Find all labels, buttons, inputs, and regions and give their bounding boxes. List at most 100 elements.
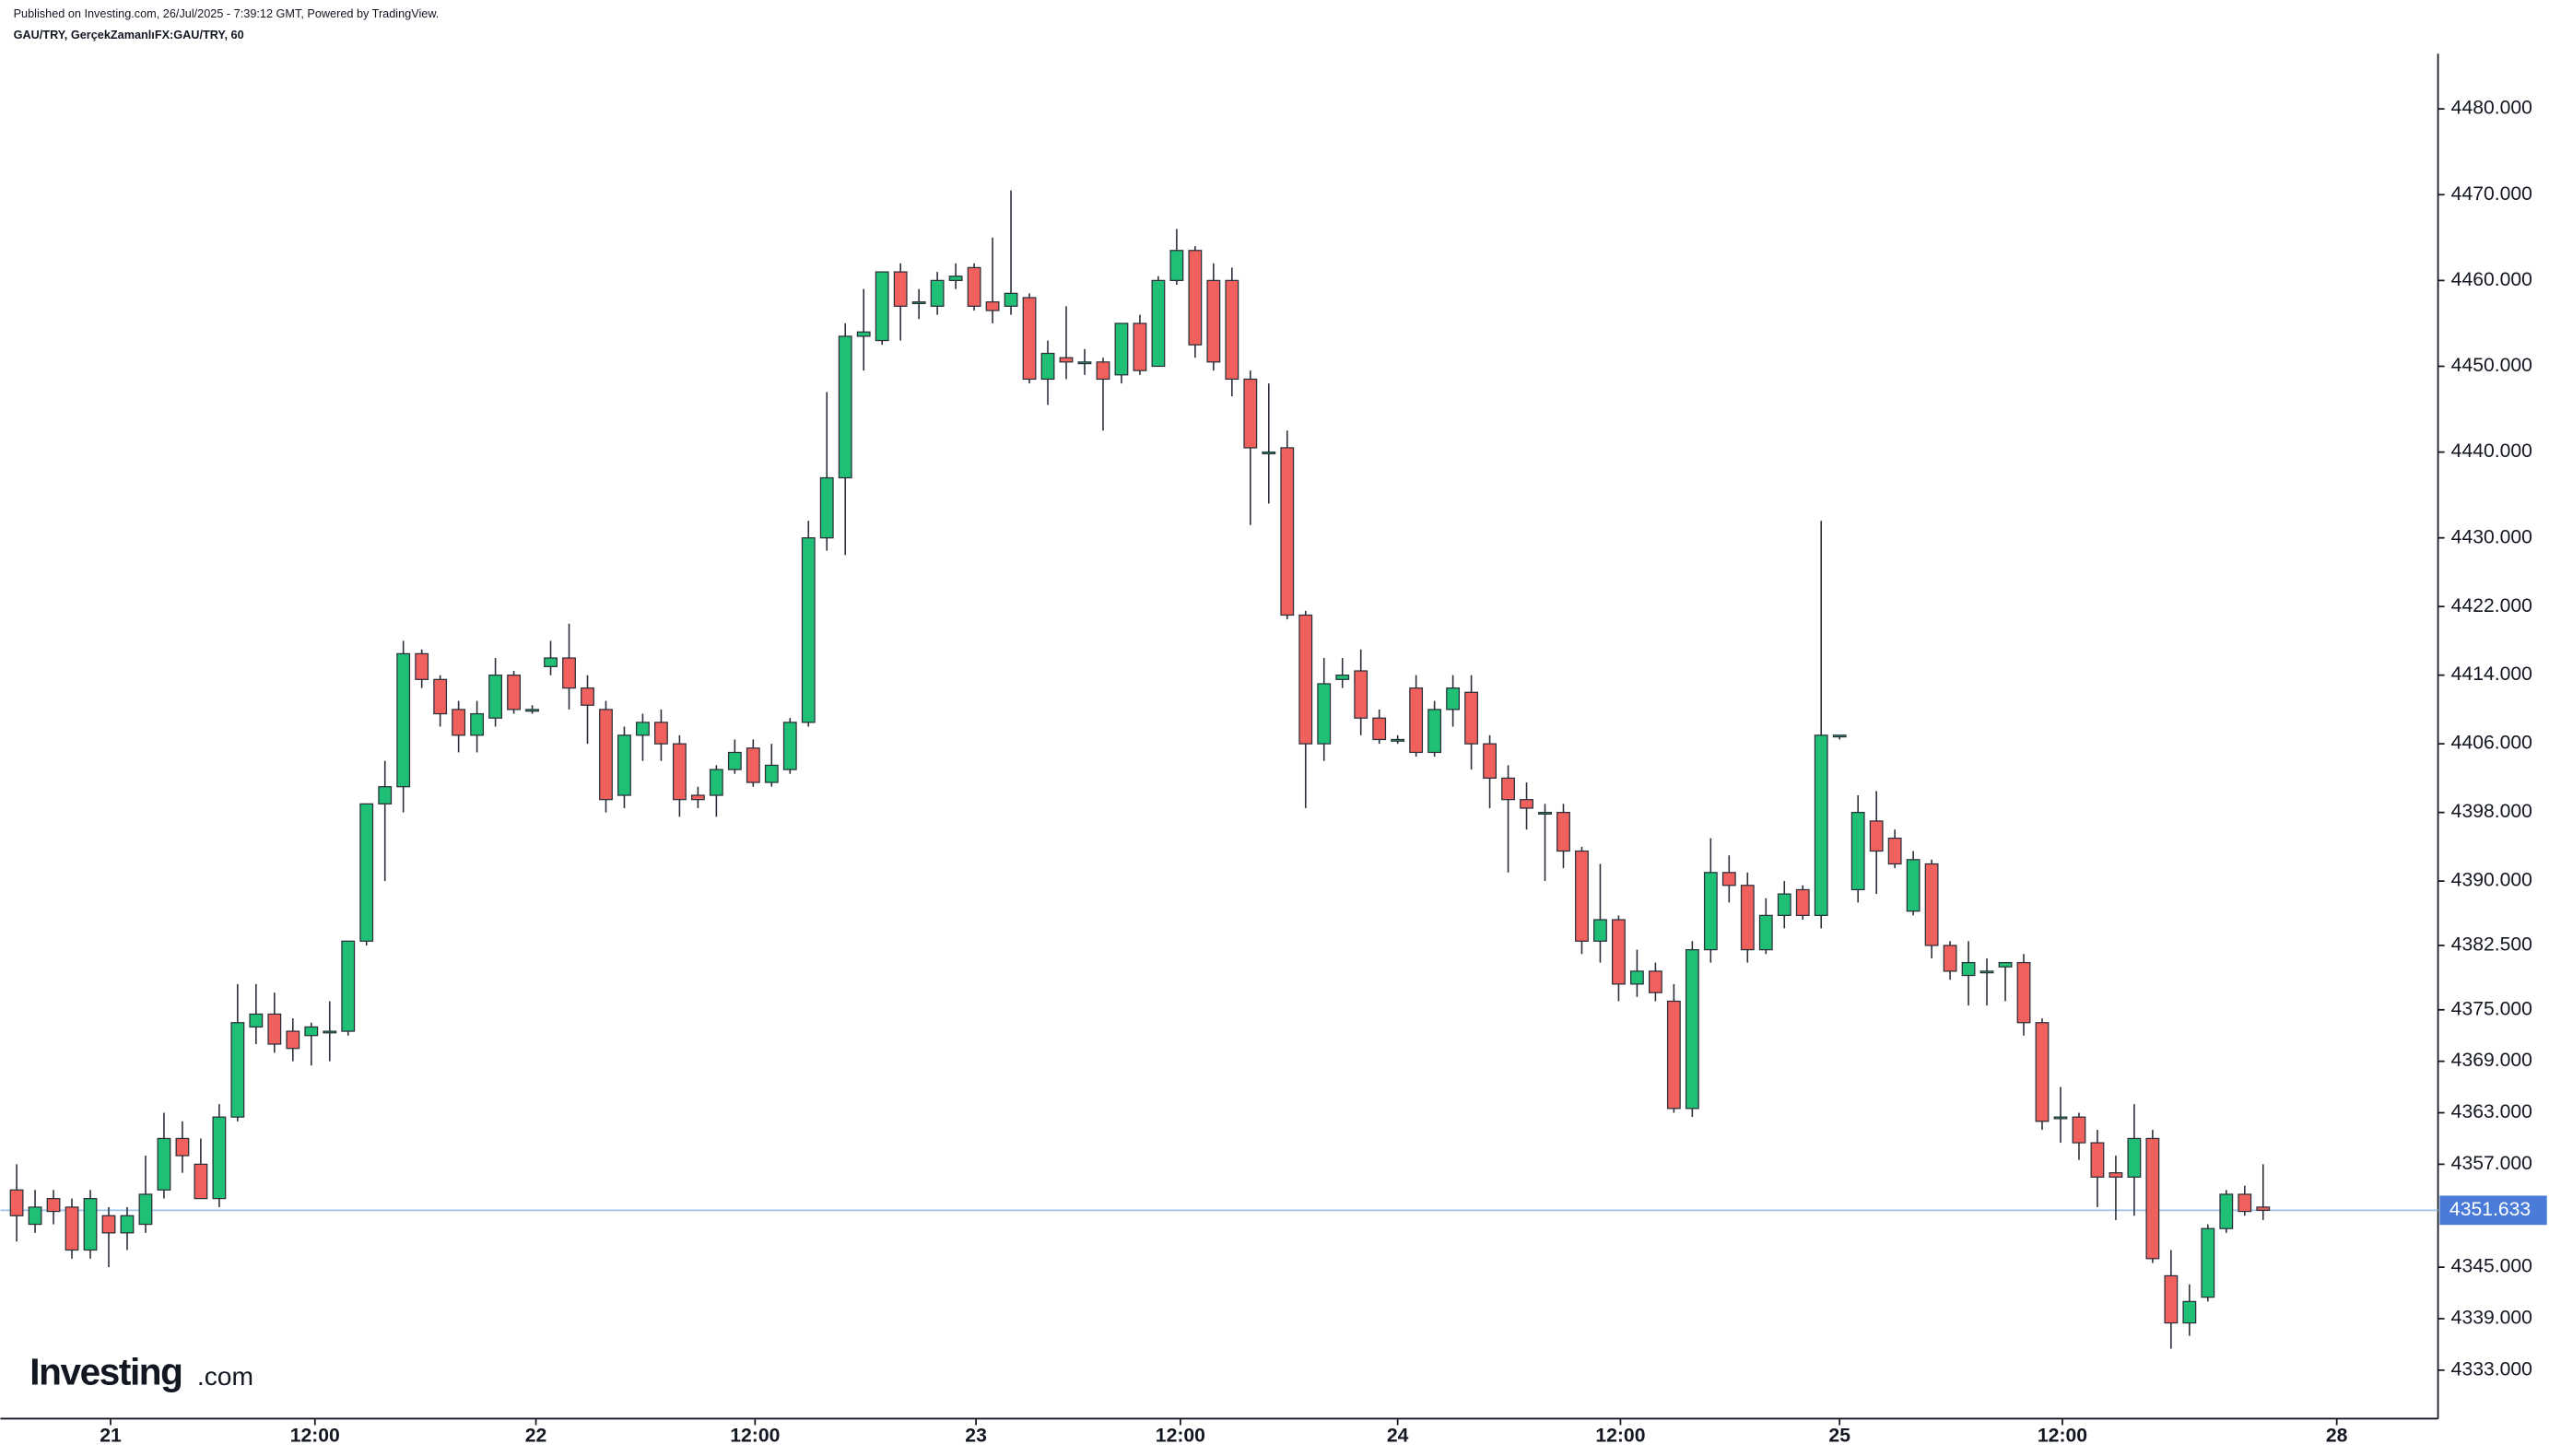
candle-body (1446, 687, 1461, 710)
candle-body (2127, 1137, 2142, 1178)
candle-body (1556, 812, 1570, 852)
candle-body (1777, 893, 1791, 916)
x-tick-label: 25 (1828, 1425, 1850, 1446)
candle-body (1262, 451, 1276, 454)
candle-body (120, 1215, 135, 1234)
candle-body (1998, 961, 2013, 968)
logo: Investing .com (29, 1351, 253, 1393)
x-tick-label: 22 (525, 1425, 547, 1446)
candle-body (911, 301, 926, 305)
y-tick-label: 4450.000 (2451, 355, 2532, 376)
y-tick-label: 4339.000 (2451, 1308, 2532, 1329)
candle-body (433, 678, 448, 715)
candle-body (2182, 1300, 2197, 1324)
candle-body (1538, 812, 1552, 816)
candle-body (1464, 691, 1478, 745)
candle-body (267, 1013, 282, 1045)
candle-body (2201, 1227, 2215, 1298)
candle-body (28, 1206, 42, 1226)
candle-body (1483, 743, 1497, 780)
candle-body (1593, 919, 1607, 942)
x-tick-label: 12:00 (730, 1425, 780, 1446)
candle-body (2072, 1116, 2086, 1144)
candle-body (249, 1013, 264, 1028)
candle-body (893, 271, 908, 307)
candle-body (1979, 970, 1994, 974)
candle-body (1188, 250, 1203, 346)
candle-body (654, 722, 668, 745)
candle-body (175, 1137, 190, 1157)
candle-body (1427, 709, 1442, 754)
candle-body (599, 709, 613, 801)
candle-body (1133, 323, 1147, 371)
candle-body (1391, 738, 1405, 742)
candle-body (1630, 970, 1644, 985)
candle-body (1040, 352, 1055, 381)
candle-body (1943, 945, 1957, 972)
candle-body (1169, 250, 1184, 281)
candle-body (212, 1116, 227, 1200)
candle-body (525, 709, 539, 712)
y-tick-label: 4414.000 (2451, 663, 2532, 685)
candle-body (341, 940, 356, 1032)
candle-body (2035, 1022, 2050, 1122)
candle-body (2109, 1172, 2123, 1178)
candle-body (2145, 1137, 2160, 1260)
candle-body (83, 1198, 98, 1251)
candle-body (1298, 614, 1313, 745)
x-tick-label: 21 (100, 1425, 122, 1446)
candle-body (507, 675, 521, 710)
last-price-box (2439, 1195, 2547, 1226)
x-tick-label: 12:00 (2038, 1425, 2087, 1446)
candle-body (930, 279, 945, 307)
candle-body (544, 657, 558, 667)
candle-body (1409, 687, 1424, 754)
candle-body (967, 266, 981, 307)
x-tick-label: 12:00 (290, 1425, 340, 1446)
candle-body (948, 276, 963, 281)
candle-body (672, 743, 687, 801)
candle-body (1924, 863, 1939, 946)
candle-body (1887, 837, 1902, 865)
candle-body (1354, 670, 1368, 719)
candle-body (1520, 799, 1533, 809)
candle-body (2164, 1274, 2179, 1324)
candle-body (1869, 820, 1884, 852)
candle-body (838, 335, 852, 479)
candle-body (764, 764, 779, 783)
x-tick-label: 12:00 (1595, 1425, 1645, 1446)
candle-body (1004, 292, 1018, 307)
candle-body (1022, 297, 1037, 381)
candle-body (1666, 1000, 1681, 1110)
y-tick-label: 4480.000 (2451, 98, 2532, 119)
candle-body (875, 271, 889, 342)
y-tick-label: 4398.000 (2451, 801, 2532, 822)
candle-body (1059, 357, 1074, 363)
candle-body (746, 747, 760, 783)
candle-body (488, 675, 503, 719)
candle-body (1906, 859, 1921, 912)
candle-body (801, 537, 816, 723)
candle-body (2238, 1193, 2252, 1213)
candle-body (230, 1022, 245, 1118)
x-tick-label: 12:00 (1156, 1425, 1205, 1446)
y-tick-label: 4440.000 (2451, 440, 2532, 462)
candle-body (617, 734, 631, 796)
candle-body (415, 652, 429, 680)
y-tick-label: 4422.000 (2451, 595, 2532, 616)
y-tick-label: 4430.000 (2451, 526, 2532, 547)
candle-body (1648, 970, 1662, 993)
y-tick-label: 4357.000 (2451, 1153, 2532, 1174)
candle-body (1372, 717, 1387, 741)
candle-body (1814, 734, 1828, 916)
logo-brand: Investing (29, 1351, 182, 1393)
candle-body (2053, 1116, 2068, 1120)
candle-body (727, 751, 742, 770)
candle-body (690, 794, 705, 801)
candle-body (2219, 1193, 2234, 1229)
candle-body (1280, 447, 1295, 616)
candle-body (1114, 323, 1129, 376)
candle-body (138, 1193, 153, 1226)
